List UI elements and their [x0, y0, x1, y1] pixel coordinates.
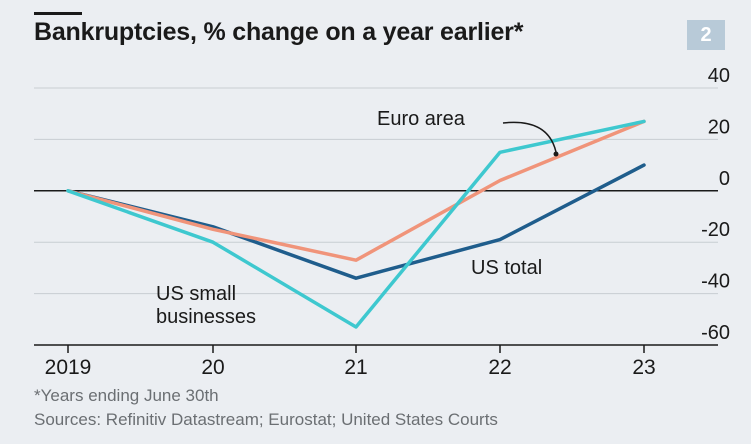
x-tick-label: 21 — [344, 356, 367, 379]
annotations: Euro area US total US small businesses — [156, 108, 559, 328]
series-lines — [66, 119, 646, 329]
x-tick-label: 23 — [632, 356, 655, 379]
euro-area-pointer — [502, 121, 557, 153]
y-tick-label: -40 — [701, 271, 730, 293]
footnote: *Years ending June 30th — [34, 386, 219, 405]
x-tick-label: 2019 — [45, 356, 92, 379]
x-axis-ticks: 2019 20 21 22 23 — [45, 345, 656, 379]
euro-area-pointer-dot — [553, 151, 559, 157]
x-tick-label: 20 — [201, 356, 224, 379]
y-axis-ticks: 40 20 0 -20 -40 -60 — [701, 65, 730, 344]
chart-title: Bankruptcies, % change on a year earlier… — [34, 18, 524, 46]
y-tick-label: 40 — [708, 65, 730, 87]
chart-number-badge: 2 — [687, 20, 725, 50]
top-rule — [34, 12, 82, 15]
y-tick-label: -60 — [701, 322, 730, 344]
y-tick-label: -20 — [701, 219, 730, 241]
label-euro-area: Euro area — [377, 108, 466, 130]
label-us-total: US total — [471, 257, 542, 279]
sources: Sources: Refinitiv Datastream; Eurostat;… — [34, 410, 498, 429]
series-line-euro-area — [66, 119, 646, 262]
y-tick-label: 0 — [719, 168, 730, 190]
x-tick-label: 22 — [488, 356, 511, 379]
y-tick-label: 20 — [708, 116, 730, 138]
label-us-small-line2: businesses — [156, 306, 256, 328]
label-us-small-line1: US small — [156, 283, 236, 305]
series-line-us-small-businesses — [66, 119, 646, 329]
